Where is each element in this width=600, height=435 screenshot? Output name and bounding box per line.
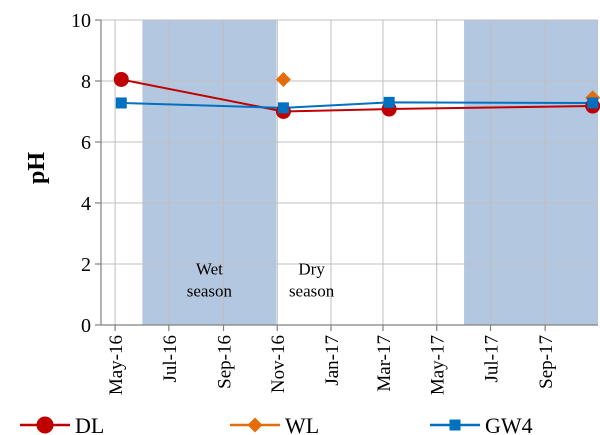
shaded-periods — [142, 20, 598, 325]
x-tick-labels: May-16 Jul-16 Sep-16 Nov-16 Jan-17 Mar-17 May-… — [106, 335, 557, 395]
legend-item-WL: WL — [230, 413, 319, 435]
legend-label: WL — [285, 413, 319, 435]
legend-item-GW4: GW4 — [430, 413, 533, 435]
season-labels: Wet season Dry season — [187, 259, 335, 300]
season-label-line: season — [187, 281, 233, 300]
y-tick-label: 10 — [71, 10, 91, 32]
data-point-WL — [275, 72, 291, 87]
x-tick-label: Nov-16 — [268, 335, 289, 393]
legend-label: DL — [75, 413, 104, 435]
season-label-wet: Wet season — [187, 259, 233, 300]
x-tick-label: Jul-17 — [481, 335, 502, 383]
season-label-line: Dry — [298, 259, 325, 278]
x-tick-label: Jan-17 — [322, 335, 343, 386]
season-label-line: season — [289, 281, 335, 300]
legend-label: GW4 — [485, 413, 533, 435]
data-point-GW4 — [115, 97, 127, 109]
season-label-line: Wet — [196, 259, 223, 278]
data-series — [113, 71, 600, 119]
series-line-DL — [121, 78, 593, 113]
shaded-period-0 — [142, 20, 277, 325]
legend-marker — [247, 417, 263, 433]
series-line-GW4 — [121, 101, 593, 109]
gridlines — [101, 19, 598, 325]
data-point-GW4 — [277, 102, 289, 114]
legend-marker — [449, 419, 461, 431]
season-label-dry: Dry season — [289, 259, 335, 300]
x-tick-label: May-16 — [106, 335, 127, 395]
legend-item-DL: DL — [20, 413, 104, 435]
data-point-GW4 — [587, 97, 599, 109]
x-tick-label: Sep-16 — [214, 335, 235, 389]
y-tick-label: 2 — [81, 254, 91, 276]
y-axis-label: pH — [24, 152, 50, 184]
y-tick-labels: 0 2 4 6 8 10 — [71, 10, 91, 337]
x-tick-label: May-17 — [428, 335, 449, 395]
data-point-DL — [113, 71, 129, 87]
y-tick-label: 0 — [81, 315, 91, 337]
y-tick-label: 8 — [81, 71, 91, 93]
data-point-GW4 — [383, 96, 395, 108]
y-tick-label: 4 — [81, 193, 91, 215]
shaded-period-1 — [464, 20, 598, 325]
y-tick-label: 6 — [81, 132, 91, 154]
legend-marker — [36, 416, 54, 434]
x-tick-label: Jul-16 — [160, 335, 181, 383]
legend: DL WL GW4 — [20, 413, 533, 435]
x-tick-label: Sep-17 — [536, 335, 557, 389]
x-tick-label: Mar-17 — [374, 335, 395, 392]
axes — [95, 19, 598, 331]
